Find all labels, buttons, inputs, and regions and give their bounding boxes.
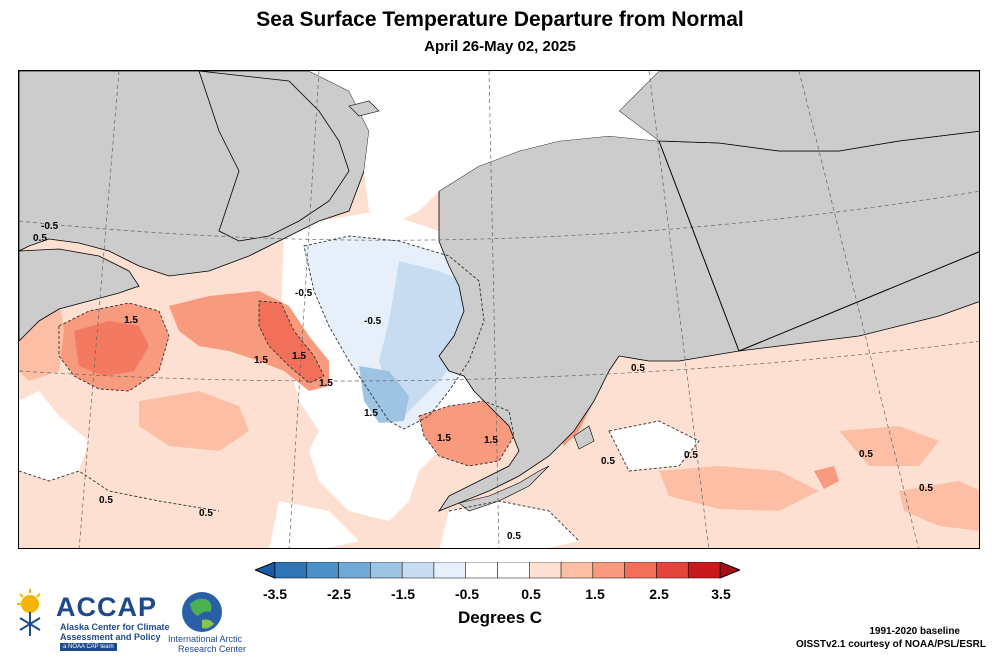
colorbar xyxy=(255,562,740,579)
iarc-name-line1: International Arctic xyxy=(168,634,243,644)
contour-label: 0.5 xyxy=(919,483,933,494)
date-range: April 26-May 02, 2025 xyxy=(424,38,576,55)
colorbar-high-arrow xyxy=(719,562,740,579)
contour-label: 1.5 xyxy=(254,355,268,366)
contour-label: 1.5 xyxy=(319,378,333,389)
accap-logo xyxy=(17,589,41,636)
aleutian-chain xyxy=(458,465,550,512)
contour-label: 0.5 xyxy=(601,456,615,467)
colorbar-cell xyxy=(306,562,339,579)
colorbar-cell xyxy=(529,562,562,579)
contour-label: 0.5 xyxy=(684,450,698,461)
warm-anomaly-bristol xyxy=(419,401,514,466)
colorbar-cell xyxy=(687,562,721,579)
country-borders xyxy=(658,140,979,352)
graticule xyxy=(19,71,979,548)
colorbar-low-arrow xyxy=(255,562,276,579)
contour-lines xyxy=(19,235,700,542)
baseline-note: 1991-2020 baseline xyxy=(869,626,960,637)
contour-label: 1.5 xyxy=(437,433,451,444)
iarc-name-line2: Research Center xyxy=(178,644,247,654)
colorbar-tick-label: 3.5 xyxy=(711,586,731,602)
near-normal-zone-sw xyxy=(19,391,89,481)
contour-label: -0.5 xyxy=(364,316,382,327)
accap-tagline: a NOAA CAP team xyxy=(60,643,117,651)
cold-anomaly-core xyxy=(379,261,477,416)
near-normal-zone-gulf-1 xyxy=(609,421,699,471)
warm-anomaly-kamchatka-core xyxy=(74,321,149,376)
colorbar-cell xyxy=(465,562,498,579)
near-normal-zone-gulf-2 xyxy=(439,501,579,548)
contour-label: 0.5 xyxy=(33,233,47,244)
colorbar-tick-label: -3.5 xyxy=(262,586,288,602)
accap-name-line2: Assessment and Policy xyxy=(60,632,161,642)
contour-label: 1.5 xyxy=(484,435,498,446)
colorbar-cell xyxy=(401,562,435,579)
contour-label: 0.5 xyxy=(507,531,521,542)
colorbar-cell xyxy=(274,562,308,579)
contour-label: 0.5 xyxy=(859,449,873,460)
warm-anomaly-bering-core xyxy=(259,301,324,383)
colorbar-cell xyxy=(656,562,689,579)
colorbar-cell xyxy=(592,562,625,579)
colorbar-tick-label: -2.5 xyxy=(326,586,352,602)
contour-label: 1.5 xyxy=(124,315,138,326)
contour-label: 0.5 xyxy=(199,508,213,519)
colorbar-cell xyxy=(497,562,530,579)
contour-label: 1.5 xyxy=(292,351,306,362)
kamchatka-land xyxy=(19,248,140,342)
colorbar-tick-label: -1.5 xyxy=(390,586,416,602)
contour-label: 0.5 xyxy=(99,495,113,506)
sst-anomaly-map: -0.5 0.5 -0.5 -0.5 1.5 1.5 1.5 1.5 1.5 1… xyxy=(18,70,980,549)
chukotka-land xyxy=(198,71,350,242)
contour-label: 1.5 xyxy=(364,408,378,419)
sea-ice-arctic xyxy=(309,71,659,221)
data-credit: OISSTv2.1 courtesy of NOAA/PSL/ESRL xyxy=(795,639,986,650)
accap-wordmark: ACCAP xyxy=(56,592,158,622)
colorbar-tick-label: -0.5 xyxy=(454,586,480,602)
st-lawrence-island xyxy=(348,100,380,117)
warm-anomaly-coast-2 xyxy=(814,466,839,489)
contour-label: 0.5 xyxy=(631,363,645,374)
colorbar-tick-label: 1.5 xyxy=(585,586,605,602)
kodiak-island xyxy=(573,425,595,450)
colorbar-tick-label: 0.5 xyxy=(521,586,541,602)
colorbar-cell xyxy=(433,562,466,579)
colorbar-units: Degrees C xyxy=(457,608,543,627)
iarc-globe-icon xyxy=(182,592,222,632)
contour-label: -0.5 xyxy=(41,221,59,232)
moderate-anomaly-patches xyxy=(19,296,979,531)
accap-name-line1: Alaska Center for Climate xyxy=(60,622,170,632)
colorbar-cell xyxy=(338,562,371,579)
cold-anomaly-south xyxy=(359,366,409,423)
colorbar-cell xyxy=(370,562,403,579)
map-title: Sea Surface Temperature Departure from N… xyxy=(256,8,744,31)
near-normal-zone-south xyxy=(269,501,359,548)
colorbar-cell xyxy=(560,562,594,579)
colorbar-cell xyxy=(624,562,657,579)
colorbar-tick-label: 2.5 xyxy=(649,586,669,602)
contour-label: -0.5 xyxy=(295,288,313,299)
